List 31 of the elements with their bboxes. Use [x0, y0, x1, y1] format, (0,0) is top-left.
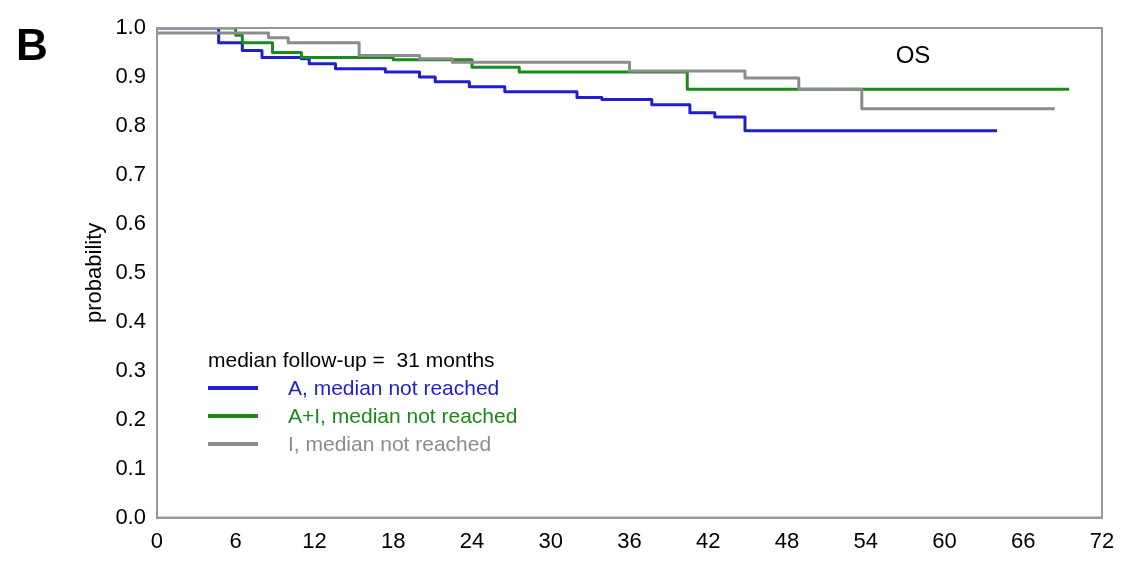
x-tick-label: 24 — [459, 527, 485, 553]
y-tick-label: 0.0 — [115, 503, 146, 529]
x-tick-label: 12 — [302, 527, 327, 553]
x-tick-label: 54 — [853, 527, 878, 553]
y-axis-title: probability — [81, 222, 107, 323]
x-tick-label: 72 — [1089, 527, 1115, 553]
y-tick-label: 0.5 — [115, 258, 146, 284]
y-tick-label: 0.3 — [115, 356, 146, 382]
y-tick-label: 0.6 — [115, 209, 146, 235]
x-tick-label: 42 — [696, 527, 721, 553]
x-tick-label: 18 — [381, 527, 406, 553]
y-tick-label: 0.4 — [115, 307, 146, 333]
legend-label: A+I, median not reached — [288, 403, 518, 429]
x-tick-label: 60 — [932, 527, 957, 553]
text: B — [16, 20, 48, 70]
x-tick-label: 48 — [774, 527, 800, 553]
legend-title: median follow-up = 31 months — [208, 347, 496, 373]
x-tick-label: 30 — [538, 527, 563, 553]
y-tick-label: 1.0 — [115, 14, 146, 40]
y-tick-label: 0.7 — [115, 160, 146, 186]
x-tick-label: 36 — [617, 527, 642, 553]
y-tick-label: 0.1 — [115, 454, 146, 480]
legend-label: I, median not reached — [288, 431, 492, 457]
x-tick-label: 0 — [150, 527, 164, 553]
y-tick-label: 0.2 — [115, 405, 146, 431]
annotation: OS — [895, 40, 931, 68]
y-tick-label: 0.9 — [115, 63, 146, 89]
y-tick-label: 0.8 — [115, 111, 146, 137]
x-tick-label: 66 — [1011, 527, 1036, 553]
legend-label: A, median not reached — [288, 375, 500, 401]
x-tick-label: 6 — [229, 527, 242, 553]
